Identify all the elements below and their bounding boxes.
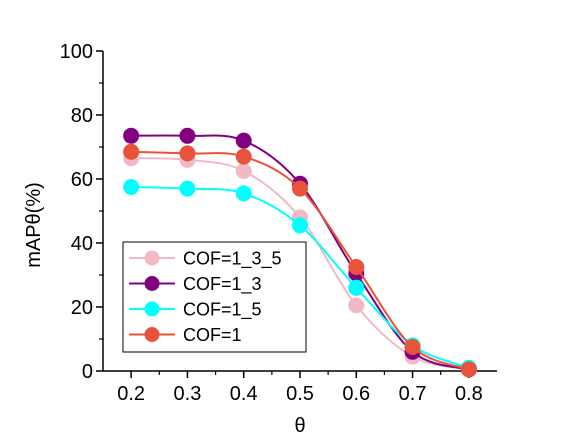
y-tick-label: 20: [71, 297, 93, 319]
series-cof-1: [123, 143, 477, 378]
data-point: [235, 163, 252, 179]
y-tick-label: 0: [82, 361, 93, 383]
data-point: [179, 180, 196, 197]
data-point: [292, 217, 308, 234]
legend-item: COF=1_3: [129, 274, 262, 295]
legend-label: COF=1_5: [183, 300, 262, 321]
x-tick-label: 0.7: [399, 383, 427, 405]
x-tick-label: 0.5: [286, 383, 314, 405]
legend-marker: [144, 327, 160, 342]
data-point: [179, 127, 196, 144]
data-point: [123, 179, 140, 195]
data-point: [235, 185, 252, 202]
x-tick-label: 0.3: [174, 383, 202, 405]
data-point: [123, 127, 140, 144]
data-point: [235, 148, 252, 165]
y-tick-label: 40: [71, 233, 93, 255]
data-point: [348, 297, 365, 314]
legend-item: COF=1_3_5: [129, 249, 282, 270]
legend-marker: [144, 276, 160, 291]
x-tick-label: 0.2: [117, 383, 145, 405]
legend-marker: [144, 250, 160, 266]
y-tick-label: 60: [71, 169, 93, 191]
data-point: [348, 259, 365, 275]
x-tick-label: 0.8: [455, 383, 483, 405]
data-point: [348, 279, 365, 296]
legend-item: COF=1_5: [129, 300, 262, 321]
y-tick-label: 100: [60, 41, 93, 63]
data-point: [179, 145, 196, 162]
y-axis-label: mAPθ(%): [23, 182, 45, 268]
data-point: [123, 143, 140, 160]
data-point: [292, 180, 308, 197]
data-point: [235, 132, 252, 149]
legend-label: COF=1: [183, 325, 242, 345]
legend-label: COF=1_3: [183, 274, 262, 295]
data-point: [460, 361, 477, 378]
legend-marker: [144, 301, 160, 317]
x-tick-label: 0.6: [342, 383, 370, 405]
legend: COF=1_3_5 COF=1_3 COF=1_5 COF=1: [122, 241, 307, 353]
x-axis-label: θ: [294, 415, 305, 437]
legend-label: COF=1_3_5: [183, 249, 282, 270]
x-tick-label: 0.4: [230, 383, 258, 405]
legend-item: COF=1: [129, 325, 242, 345]
y-tick-label: 80: [71, 105, 93, 127]
series-layer: [123, 127, 477, 378]
axes: 0 20 40 60 80 100 0.2 0.3 0.4 0.5 0.6 0.7 0.8: [60, 41, 497, 405]
data-point: [404, 339, 421, 355]
